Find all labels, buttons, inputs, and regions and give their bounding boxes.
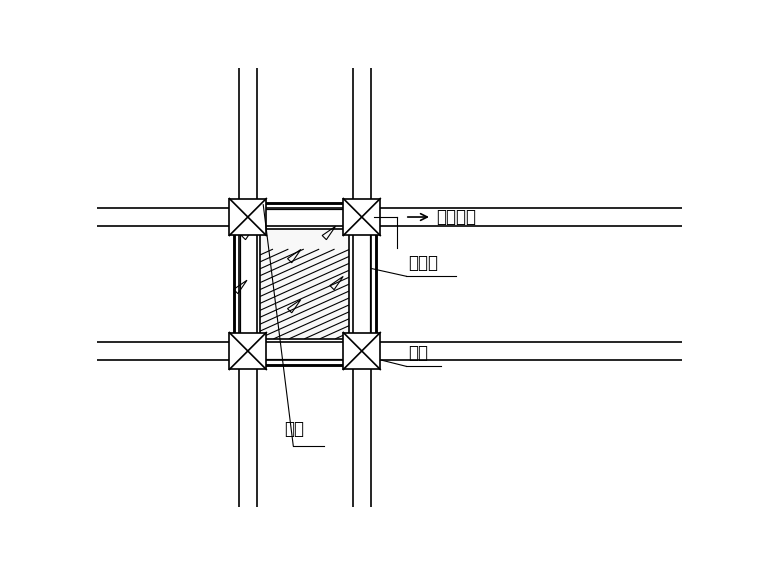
Bar (240, 209, 370, 359)
Bar (240, 209, 370, 359)
Bar (350, 206, 358, 228)
Bar (260, 229, 350, 339)
Bar (252, 206, 260, 228)
Bar (234, 203, 376, 365)
Text: 垫木: 垫木 (284, 420, 304, 438)
Bar (237, 339, 258, 347)
Bar (344, 332, 380, 369)
Text: 扣件: 扣件 (408, 344, 428, 362)
Bar (234, 203, 376, 365)
Bar (344, 198, 380, 235)
Bar (350, 340, 358, 362)
Bar (351, 339, 372, 347)
Bar (351, 221, 372, 229)
Text: 连向立杆: 连向立杆 (435, 208, 476, 226)
Bar (230, 332, 266, 369)
Text: 短鈢管: 短鈢管 (408, 254, 438, 272)
Bar (237, 221, 258, 229)
Bar (230, 198, 266, 235)
Bar (252, 340, 260, 362)
